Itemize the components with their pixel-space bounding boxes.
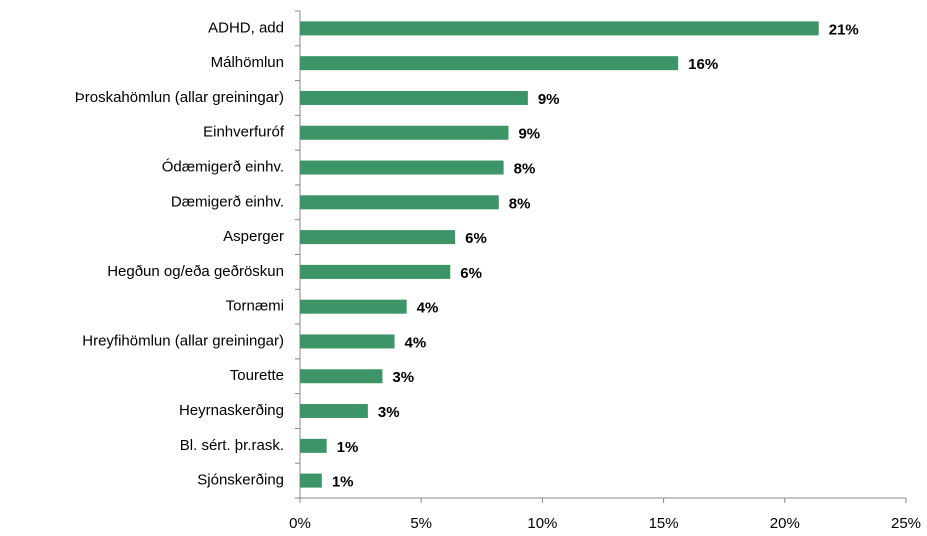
x-tick-label: 25% (891, 515, 921, 532)
x-tick-label: 20% (770, 515, 800, 532)
bar (300, 230, 456, 245)
y-tick-label: Heyrnaskerðing (179, 402, 284, 419)
value-label: 3% (392, 369, 414, 386)
value-label: 9% (538, 91, 560, 108)
y-tick-label: Tornæmi (226, 298, 284, 315)
bar (300, 404, 368, 419)
y-tick-label: Bl. sért. þr.rask. (180, 437, 284, 454)
value-label: 6% (460, 265, 482, 282)
value-label: 3% (378, 404, 400, 421)
y-tick-label: Sjónskerðing (197, 472, 284, 489)
bar (300, 160, 504, 175)
value-label: 21% (829, 21, 859, 38)
bar (300, 438, 327, 453)
y-tick-label: Þroskahömlun (allar greiningar) (75, 89, 284, 106)
bar (300, 334, 395, 349)
y-tick-label: Hegðun og/eða geðröskun (107, 263, 284, 280)
value-label: 1% (332, 474, 354, 491)
value-label: 4% (417, 300, 439, 317)
value-label: 8% (514, 161, 536, 178)
value-label: 4% (405, 334, 427, 351)
y-tick-label: Málhömlun (211, 54, 284, 71)
y-tick-label: Einhverfuróf (203, 124, 285, 141)
value-label: 6% (465, 230, 487, 247)
value-label: 9% (518, 126, 540, 143)
y-tick-label: Ódæmigerð einhv. (162, 159, 284, 176)
y-tick-label: Hreyfihömlun (allar greiningar) (82, 332, 284, 349)
y-tick-label: Dæmigerð einhv. (171, 193, 284, 210)
value-label: 1% (337, 439, 359, 456)
value-label: 16% (688, 56, 718, 73)
y-tick-label: Asperger (223, 228, 284, 245)
x-tick-label: 15% (649, 515, 679, 532)
x-tick-label: 0% (289, 515, 311, 532)
x-tick-label: 5% (410, 515, 432, 532)
bar (300, 299, 407, 314)
y-tick-label: ADHD, add (208, 19, 284, 36)
value-label: 8% (509, 195, 531, 212)
bar (300, 56, 679, 71)
bar (300, 369, 383, 384)
x-tick-label: 10% (527, 515, 557, 532)
y-tick-label: Tourette (230, 367, 284, 384)
bar (300, 473, 322, 488)
bar (300, 264, 451, 279)
bar (300, 21, 819, 36)
bar (300, 125, 509, 140)
bar (300, 90, 528, 105)
bar (300, 195, 499, 210)
